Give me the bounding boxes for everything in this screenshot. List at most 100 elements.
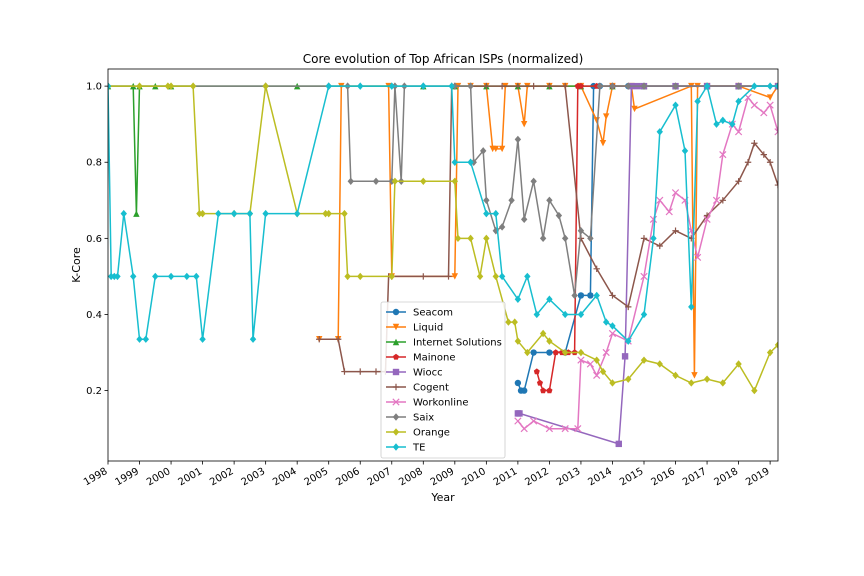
data-point	[561, 310, 569, 319]
data-point	[688, 303, 695, 311]
legend-marker	[392, 443, 400, 451]
data-point	[577, 310, 585, 319]
data-point	[498, 145, 506, 153]
y-axis-label: K-Core	[70, 247, 83, 283]
data-point	[325, 209, 332, 218]
chart-title: Core evolution of Top African ISPs (norm…	[303, 52, 584, 66]
data-point	[262, 209, 269, 218]
data-point	[215, 209, 222, 218]
series-line	[517, 95, 778, 430]
data-point	[136, 335, 143, 343]
data-point	[546, 349, 553, 356]
data-point	[561, 348, 569, 357]
data-point	[587, 234, 594, 243]
data-point	[665, 208, 673, 216]
data-point	[766, 348, 774, 357]
legend-marker	[392, 413, 400, 421]
data-point	[703, 375, 711, 383]
data-point	[672, 227, 679, 234]
data-point	[152, 272, 159, 281]
legend-label: Mainone	[413, 353, 455, 364]
data-point	[114, 272, 121, 281]
data-point	[744, 159, 752, 166]
data-point	[530, 82, 537, 90]
data-point	[293, 209, 301, 218]
data-point	[120, 209, 127, 218]
data-point	[719, 116, 727, 125]
legend-item: Seacom	[386, 308, 453, 319]
data-point	[520, 425, 528, 433]
data-point	[577, 348, 585, 357]
data-point	[540, 387, 547, 394]
data-point	[760, 151, 768, 158]
data-point	[530, 177, 537, 185]
data-point	[593, 291, 600, 300]
data-point	[193, 272, 200, 281]
legend-marker	[392, 338, 400, 346]
data-point	[467, 82, 474, 90]
data-point	[545, 425, 554, 433]
data-point	[691, 372, 698, 379]
data-point	[712, 196, 721, 204]
data-point	[615, 440, 622, 448]
data-point	[133, 210, 140, 217]
data-point	[546, 337, 553, 345]
data-point	[514, 135, 522, 144]
data-point	[524, 348, 531, 357]
data-point	[357, 368, 364, 375]
data-point	[524, 272, 531, 281]
data-point	[640, 235, 648, 242]
legend-item: Workonline	[386, 398, 468, 409]
data-point	[357, 82, 364, 90]
data-point	[498, 223, 506, 231]
data-point	[262, 82, 269, 90]
data-point	[750, 101, 758, 109]
legend-label: Orange	[413, 428, 450, 439]
data-point	[249, 335, 257, 343]
data-point	[420, 177, 427, 185]
data-point	[587, 292, 594, 299]
data-point	[656, 196, 664, 204]
data-point	[372, 177, 380, 185]
data-point	[325, 82, 332, 90]
legend-label: Cogent	[413, 383, 449, 394]
data-point	[760, 109, 768, 117]
legend-item: Orange	[386, 428, 450, 439]
data-point	[476, 272, 484, 281]
legend-marker	[392, 308, 400, 316]
data-point	[520, 120, 528, 128]
data-point	[514, 82, 522, 90]
data-point	[625, 82, 632, 90]
legend-label: Saix	[413, 413, 434, 424]
data-point	[774, 82, 778, 90]
y-tick-label: 0.4	[86, 310, 102, 321]
data-point	[492, 209, 500, 218]
legend-marker	[392, 368, 400, 376]
series-te	[108, 82, 778, 345]
data-point	[530, 349, 537, 356]
legend: Seacom Liquid Internet Solutions Mainone Wio…	[380, 301, 506, 459]
data-point	[625, 303, 632, 311]
data-point	[448, 82, 455, 90]
legend-label: Liquid	[413, 323, 443, 334]
legend-marker	[392, 383, 400, 391]
data-point	[735, 178, 742, 185]
data-point	[555, 211, 563, 220]
y-axis: 0.2 0.4 0.6 0.8 1.0	[86, 82, 108, 397]
legend-item: Internet Solutions	[386, 338, 502, 349]
data-point	[167, 272, 175, 281]
data-point	[316, 336, 323, 343]
legend-label: Internet Solutions	[413, 338, 502, 349]
legend-box	[380, 301, 506, 459]
data-point	[577, 356, 585, 364]
data-point	[108, 82, 112, 90]
legend-label: TE	[412, 443, 425, 454]
data-point	[391, 177, 399, 185]
data-point	[498, 272, 506, 281]
data-point	[492, 145, 500, 153]
data-point	[577, 292, 585, 299]
y-tick-label: 1.0	[86, 82, 102, 93]
data-point	[602, 348, 610, 357]
data-point	[593, 371, 601, 379]
data-point	[530, 417, 538, 425]
